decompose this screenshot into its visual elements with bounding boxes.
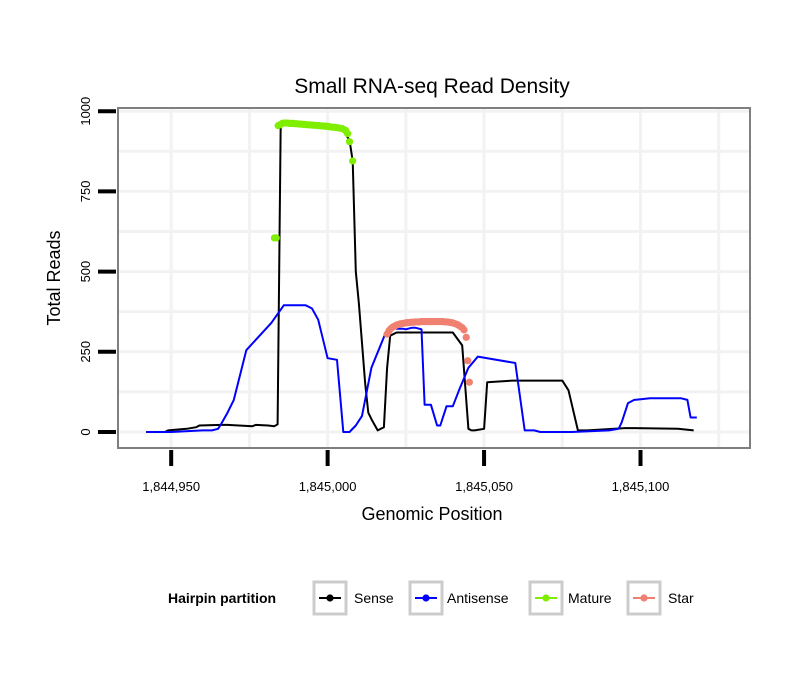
legend-key-point-antisense bbox=[422, 594, 430, 602]
legend-label-mature: Mature bbox=[568, 590, 612, 606]
y-tick-label: 750 bbox=[78, 181, 93, 203]
series-layer bbox=[146, 119, 697, 433]
data-point-star bbox=[462, 333, 470, 341]
x-tick-label: 1,844,950 bbox=[142, 479, 200, 494]
grid bbox=[118, 108, 750, 448]
x-tick-label: 1,845,050 bbox=[455, 479, 513, 494]
y-tick-label: 0 bbox=[78, 428, 93, 435]
chart-title: Small RNA-seq Read Density bbox=[294, 75, 570, 98]
series-antisense bbox=[146, 304, 697, 433]
series-star bbox=[383, 318, 473, 386]
data-point-mature bbox=[344, 130, 352, 138]
data-point-star bbox=[465, 378, 473, 386]
y-tick-label: 250 bbox=[78, 341, 93, 363]
y-tick-label: 1000 bbox=[78, 97, 93, 126]
series-mature bbox=[270, 119, 357, 242]
x-tick-label: 1,845,000 bbox=[299, 479, 357, 494]
series-sense bbox=[146, 122, 694, 433]
x-tick-label: 1,845,100 bbox=[612, 479, 670, 494]
legend-title: Hairpin partition bbox=[168, 590, 276, 606]
legend-label-antisense: Antisense bbox=[447, 590, 509, 606]
legend-key-point-mature bbox=[542, 594, 550, 602]
x-axis-title: Genomic Position bbox=[361, 504, 502, 524]
series-line-sense bbox=[146, 122, 694, 433]
legend-key-sense bbox=[312, 580, 348, 616]
data-point-star bbox=[464, 357, 472, 365]
series-line-antisense bbox=[146, 304, 697, 433]
data-point-mature bbox=[345, 138, 354, 146]
legend: Hairpin partition Sense Antisense Mature St… bbox=[168, 580, 694, 616]
y-axis-title: Total Reads bbox=[44, 230, 64, 325]
data-point-mature bbox=[349, 157, 357, 165]
plot-border bbox=[117, 107, 751, 449]
x-axis: 1,844,950 1,845,000 1,845,050 1,845,100 bbox=[142, 450, 669, 494]
data-point-star bbox=[460, 326, 468, 334]
legend-label-sense: Sense bbox=[354, 590, 394, 606]
plot-background bbox=[118, 108, 750, 448]
plot-area bbox=[117, 107, 751, 449]
legend-key-point-sense bbox=[326, 594, 334, 602]
y-tick-label: 500 bbox=[78, 261, 93, 283]
y-axis: 0 250 500 750 1000 bbox=[78, 97, 116, 436]
legend-key-point-star bbox=[640, 594, 648, 602]
legend-label-star: Star bbox=[668, 590, 694, 606]
data-point-mature bbox=[272, 234, 280, 242]
